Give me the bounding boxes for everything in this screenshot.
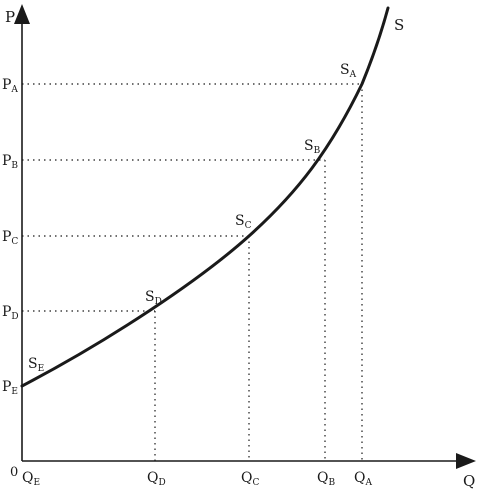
point-labels: SA SB SC SD SE [28, 62, 357, 374]
price-label-e: PE [2, 379, 18, 397]
quantity-label-d: QD [147, 470, 166, 488]
x-axis-label: Q [463, 472, 475, 490]
point-label-e: SE [28, 356, 44, 374]
point-label-d: SD [145, 289, 162, 307]
price-label-c: PC [2, 229, 18, 247]
guide-lines [22, 83, 363, 461]
y-axis-arrowhead [14, 4, 30, 24]
price-labels: PA PB PC PD PE [2, 77, 19, 397]
supply-curve-label: S [394, 16, 404, 34]
x-axis-arrowhead [456, 453, 476, 469]
supply-curve [20, 6, 390, 388]
price-label-b: PB [2, 153, 18, 171]
price-label-a: PA [2, 77, 18, 95]
y-axis-label: P [5, 8, 15, 26]
origin-label: 0 [10, 465, 18, 480]
point-label-a: SA [340, 62, 357, 80]
point-label-c: SC [235, 213, 252, 231]
quantity-label-e: QE [22, 470, 40, 488]
quantity-label-b: QB [317, 470, 335, 488]
quantity-label-a: QA [354, 470, 372, 488]
point-label-b: SB [304, 138, 321, 156]
quantity-label-c: QC [241, 470, 259, 488]
price-label-d: PD [2, 304, 19, 322]
quantity-labels: QA QB QC QD QE [22, 470, 372, 488]
